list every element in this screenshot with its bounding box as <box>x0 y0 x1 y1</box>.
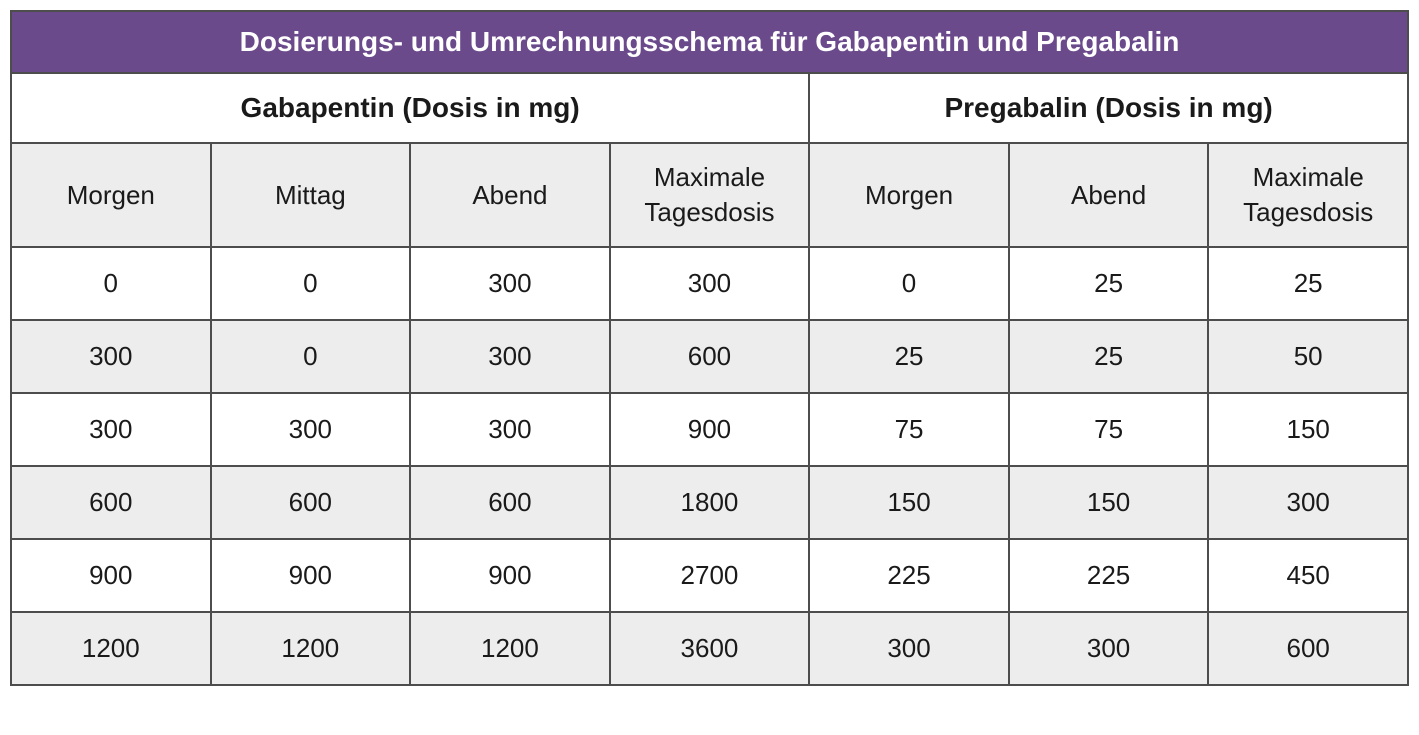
cell: 300 <box>410 247 610 320</box>
group-gabapentin: Gabapentin (Dosis in mg) <box>11 73 809 143</box>
table-row: 300 300 300 900 75 75 150 <box>11 393 1408 466</box>
cell: 0 <box>211 320 411 393</box>
dosage-table: Dosierungs- und Umrechnungsschema für Ga… <box>10 10 1409 686</box>
cell: 600 <box>410 466 610 539</box>
cell: 300 <box>211 393 411 466</box>
cell: 300 <box>410 393 610 466</box>
col-header: Maximale Tagesdosis <box>610 143 810 247</box>
table-row: 300 0 300 600 25 25 50 <box>11 320 1408 393</box>
cell: 900 <box>11 539 211 612</box>
cell: 25 <box>1208 247 1408 320</box>
cell: 900 <box>410 539 610 612</box>
cell: 75 <box>1009 393 1209 466</box>
table-body: 0 0 300 300 0 25 25 300 0 300 600 25 25 … <box>11 247 1408 685</box>
cell: 75 <box>809 393 1009 466</box>
cell: 1800 <box>610 466 810 539</box>
cell: 0 <box>11 247 211 320</box>
cell: 50 <box>1208 320 1408 393</box>
cell: 1200 <box>211 612 411 685</box>
cell: 1200 <box>11 612 211 685</box>
cell: 300 <box>809 612 1009 685</box>
cell: 150 <box>1009 466 1209 539</box>
table-group-row: Gabapentin (Dosis in mg) Pregabalin (Dos… <box>11 73 1408 143</box>
table-column-header-row: Morgen Mittag Abend Maximale Tagesdosis … <box>11 143 1408 247</box>
cell: 25 <box>809 320 1009 393</box>
cell: 0 <box>211 247 411 320</box>
cell: 225 <box>809 539 1009 612</box>
cell: 450 <box>1208 539 1408 612</box>
cell: 600 <box>610 320 810 393</box>
cell: 300 <box>11 393 211 466</box>
col-header: Morgen <box>809 143 1009 247</box>
col-header: Morgen <box>11 143 211 247</box>
cell: 300 <box>11 320 211 393</box>
cell: 150 <box>1208 393 1408 466</box>
cell: 225 <box>1009 539 1209 612</box>
cell: 0 <box>809 247 1009 320</box>
col-header: Mittag <box>211 143 411 247</box>
cell: 300 <box>410 320 610 393</box>
table-title-row: Dosierungs- und Umrechnungsschema für Ga… <box>11 11 1408 73</box>
table-row: 1200 1200 1200 3600 300 300 600 <box>11 612 1408 685</box>
table-row: 0 0 300 300 0 25 25 <box>11 247 1408 320</box>
cell: 600 <box>11 466 211 539</box>
table-row: 900 900 900 2700 225 225 450 <box>11 539 1408 612</box>
cell: 600 <box>211 466 411 539</box>
cell: 150 <box>809 466 1009 539</box>
cell: 25 <box>1009 320 1209 393</box>
cell: 2700 <box>610 539 810 612</box>
cell: 300 <box>1009 612 1209 685</box>
cell: 300 <box>1208 466 1408 539</box>
table-title: Dosierungs- und Umrechnungsschema für Ga… <box>11 11 1408 73</box>
table-row: 600 600 600 1800 150 150 300 <box>11 466 1408 539</box>
cell: 3600 <box>610 612 810 685</box>
group-pregabalin: Pregabalin (Dosis in mg) <box>809 73 1408 143</box>
cell: 25 <box>1009 247 1209 320</box>
col-header: Maximale Tagesdosis <box>1208 143 1408 247</box>
cell: 1200 <box>410 612 610 685</box>
col-header: Abend <box>410 143 610 247</box>
cell: 600 <box>1208 612 1408 685</box>
cell: 900 <box>211 539 411 612</box>
cell: 300 <box>610 247 810 320</box>
col-header: Abend <box>1009 143 1209 247</box>
cell: 900 <box>610 393 810 466</box>
